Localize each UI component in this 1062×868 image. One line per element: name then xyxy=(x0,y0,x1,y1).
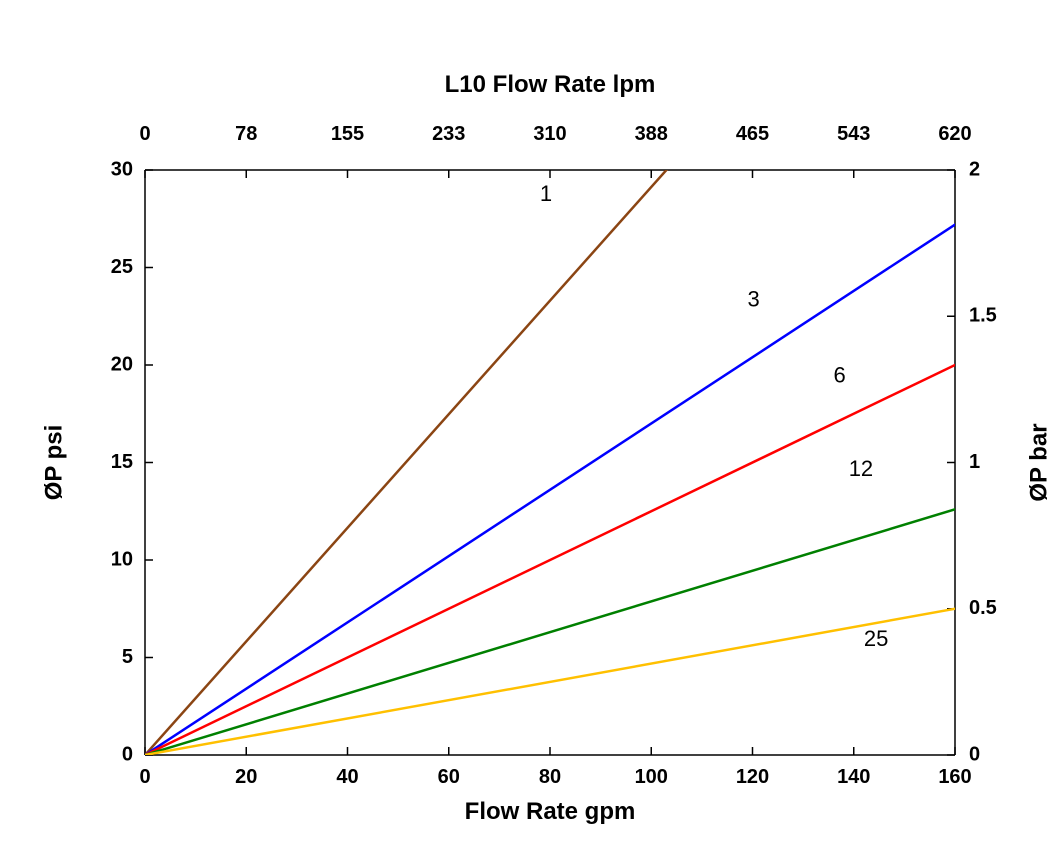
xtick-bottom: 80 xyxy=(539,766,561,788)
xtick-top: 78 xyxy=(235,123,257,145)
series-label-25: 25 xyxy=(864,626,888,651)
ytick-left: 20 xyxy=(111,353,133,375)
xtick-bottom: 140 xyxy=(837,766,870,788)
ytick-right: 0 xyxy=(969,743,980,765)
ytick-right: 1 xyxy=(969,451,980,473)
series-label-3: 3 xyxy=(747,286,759,311)
series-label-1: 1 xyxy=(540,181,552,206)
xtick-top: 155 xyxy=(331,123,364,145)
series-label-12: 12 xyxy=(849,456,873,481)
ytick-right: 0.5 xyxy=(969,597,997,619)
ytick-left: 15 xyxy=(111,451,133,473)
ytick-left: 25 xyxy=(111,256,133,278)
y-left-label: ØP psi xyxy=(40,425,67,501)
xtick-bottom: 160 xyxy=(938,766,971,788)
chart-title: L10 Flow Rate lpm xyxy=(445,71,656,98)
xtick-top: 543 xyxy=(837,123,870,145)
xtick-bottom: 40 xyxy=(336,766,358,788)
xtick-bottom: 60 xyxy=(438,766,460,788)
series-label-6: 6 xyxy=(834,363,846,388)
xtick-top: 465 xyxy=(736,123,769,145)
ytick-left: 30 xyxy=(111,158,133,180)
flowrate-chart: 05101520253000.511.520204060801001201401… xyxy=(0,0,1062,868)
xtick-bottom: 120 xyxy=(736,766,769,788)
xtick-top: 310 xyxy=(533,123,566,145)
xtick-top: 0 xyxy=(139,123,150,145)
xtick-top: 233 xyxy=(432,123,465,145)
ytick-left: 10 xyxy=(111,548,133,570)
ytick-right: 2 xyxy=(969,158,980,180)
xtick-top: 388 xyxy=(635,123,668,145)
chart-container: 05101520253000.511.520204060801001201401… xyxy=(0,0,1062,868)
ytick-left: 0 xyxy=(122,743,133,765)
xtick-bottom: 20 xyxy=(235,766,257,788)
x-bottom-label: Flow Rate gpm xyxy=(465,798,636,825)
xtick-top: 620 xyxy=(938,123,971,145)
ytick-left: 5 xyxy=(122,646,133,668)
ytick-right: 1.5 xyxy=(969,305,997,327)
xtick-bottom: 100 xyxy=(635,766,668,788)
y-right-label: ØP bar xyxy=(1025,423,1052,501)
xtick-bottom: 0 xyxy=(139,766,150,788)
